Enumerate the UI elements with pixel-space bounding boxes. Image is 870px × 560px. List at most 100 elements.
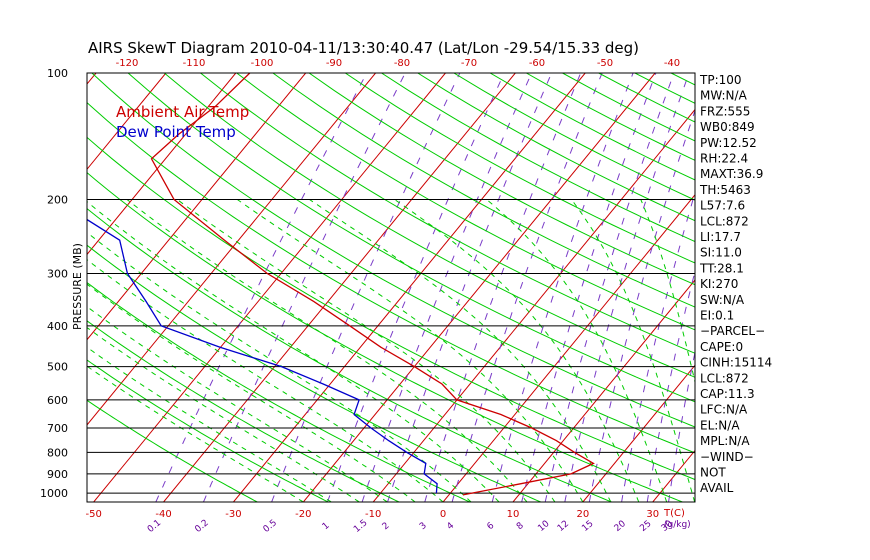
index-item: LCL:872 — [700, 214, 749, 228]
isotherm-line — [652, 449, 695, 502]
bottom-temp-tick: 10 — [507, 509, 520, 520]
plot-frame — [86, 72, 696, 503]
mixing-ratio-line — [588, 108, 695, 502]
pressure-label: 700 — [47, 422, 68, 435]
mixing-ratio-line — [491, 73, 634, 502]
isotherm-line — [442, 194, 695, 502]
mixing-ratio-label: 25 — [638, 519, 653, 534]
index-item: NOT — [700, 466, 726, 480]
isotherm-line — [87, 73, 376, 426]
mixing-ratio-label: 1.5 — [352, 518, 369, 535]
legend-dew-point: Dew Point Temp — [116, 123, 236, 141]
isotherm-line — [512, 279, 695, 502]
mixing-ratio-line — [564, 73, 690, 502]
mixing-ratio-label: 10 — [536, 519, 551, 534]
index-item: L57:7.6 — [700, 199, 745, 213]
moist-adiabat-line — [87, 201, 500, 502]
bottom-temp-tick: -30 — [225, 509, 241, 520]
pressure-label: 1000 — [40, 487, 68, 500]
mixing-ratio-label: 3 — [418, 521, 429, 532]
series-lines — [87, 73, 595, 496]
dry-adiabat-line — [87, 101, 695, 454]
top-temp-tick: -100 — [251, 58, 274, 69]
isotherm-line — [87, 73, 307, 341]
isotherm-line — [163, 73, 516, 502]
dry-adiabat-line — [87, 320, 400, 502]
pressure-label: 100 — [47, 67, 68, 80]
index-item: KI:270 — [700, 277, 738, 291]
mixing-ratio-label: 8 — [515, 521, 526, 533]
y-axis-label: PRESSURE (MB) — [71, 243, 84, 330]
index-item: −WIND− — [700, 450, 754, 464]
moist-adiabat-line — [87, 365, 304, 502]
moist-adiabat-line — [309, 199, 612, 502]
index-item: −PARCEL− — [700, 324, 765, 338]
dry-adiabat-line — [87, 136, 695, 481]
mixing-ratio-line — [451, 73, 603, 502]
top-temp-tick: -50 — [597, 58, 613, 69]
mixing-ratio-line — [155, 73, 368, 502]
top-temp-tick: -40 — [664, 58, 680, 69]
top-temp-tick: -110 — [183, 58, 206, 69]
pressure-label: 500 — [47, 361, 68, 374]
top-temp-tick: -120 — [116, 58, 139, 69]
x-axis-label: T(C) — [663, 508, 685, 519]
dry-adiabat-line — [744, 73, 870, 502]
index-item: CINH:15114 — [700, 356, 772, 370]
mixing-ratio-line — [361, 73, 533, 502]
index-item: AVAIL — [700, 481, 734, 495]
pressure-label: 300 — [47, 267, 68, 280]
top-temp-tick: -90 — [326, 58, 342, 69]
dry-adiabat-line — [87, 171, 683, 502]
moist-adiabat-line — [640, 199, 695, 385]
isotherm-line — [233, 73, 586, 502]
moist-adiabat-line — [486, 199, 668, 502]
mixing-ratio-label: 20 — [613, 519, 628, 534]
index-item: MPL:N/A — [700, 434, 750, 448]
dry-adiabat-line — [163, 73, 695, 378]
dry-adiabat-line — [381, 73, 695, 243]
index-item: TP:100 — [699, 73, 742, 87]
isotherm-line — [87, 73, 237, 256]
moist-adiabat-line — [176, 199, 556, 502]
index-item: SW:N/A — [700, 293, 745, 307]
index-item: MW:N/A — [700, 89, 748, 103]
isotherm-line — [793, 73, 870, 502]
top-temp-ticks: -120 -110 -100 -90 -80 -70 -60 -50 -40 — [116, 58, 681, 69]
dry-adiabat-line — [127, 73, 695, 403]
dry-adiabat-line — [489, 73, 695, 181]
mixing-ratio-label: 15 — [580, 519, 595, 534]
mixing-ratio-line — [387, 73, 553, 502]
dry-adiabat-line — [87, 399, 258, 502]
bottom-temp-tick: -10 — [365, 509, 381, 520]
mixing-ratio-label: 0.1 — [146, 518, 163, 535]
dry-adiabat-line — [308, 73, 695, 286]
mixing-ratio-line — [271, 73, 461, 502]
pressure-label: 800 — [47, 446, 68, 459]
index-item: TH:5463 — [699, 183, 751, 197]
legend-air-temp: Ambient Air Temp — [116, 103, 249, 121]
dry-adiabat-line — [453, 73, 695, 201]
dry-adiabat-line — [272, 73, 695, 308]
index-item: MAXT:36.9 — [700, 167, 763, 181]
mixing-ratio-label: 0.5 — [262, 518, 279, 535]
pressure-label: 900 — [47, 468, 68, 481]
dry-adiabat-line — [87, 281, 471, 502]
isotherm-line — [87, 73, 167, 171]
mixing-ratio-line — [544, 73, 675, 502]
index-item: LI:17.7 — [700, 230, 741, 244]
index-item: FRZ:555 — [700, 104, 750, 118]
dry-adiabat-line — [87, 244, 541, 502]
isotherm-line — [862, 73, 870, 502]
index-item: EL:N/A — [700, 418, 740, 432]
dry-adiabat-line — [236, 73, 695, 331]
chart-title: AIRS SkewT Diagram 2010-04-11/13:30:40.4… — [88, 39, 639, 57]
mixing-ratio-line — [621, 191, 695, 502]
dry-adiabat-line — [91, 73, 695, 428]
bottom-temp-tick: -40 — [155, 509, 171, 520]
index-item: EI:0.1 — [700, 309, 734, 323]
dry-adiabat-line — [200, 73, 695, 354]
index-item: LFC:N/A — [700, 403, 748, 417]
moist-adiabat-line — [87, 259, 444, 502]
